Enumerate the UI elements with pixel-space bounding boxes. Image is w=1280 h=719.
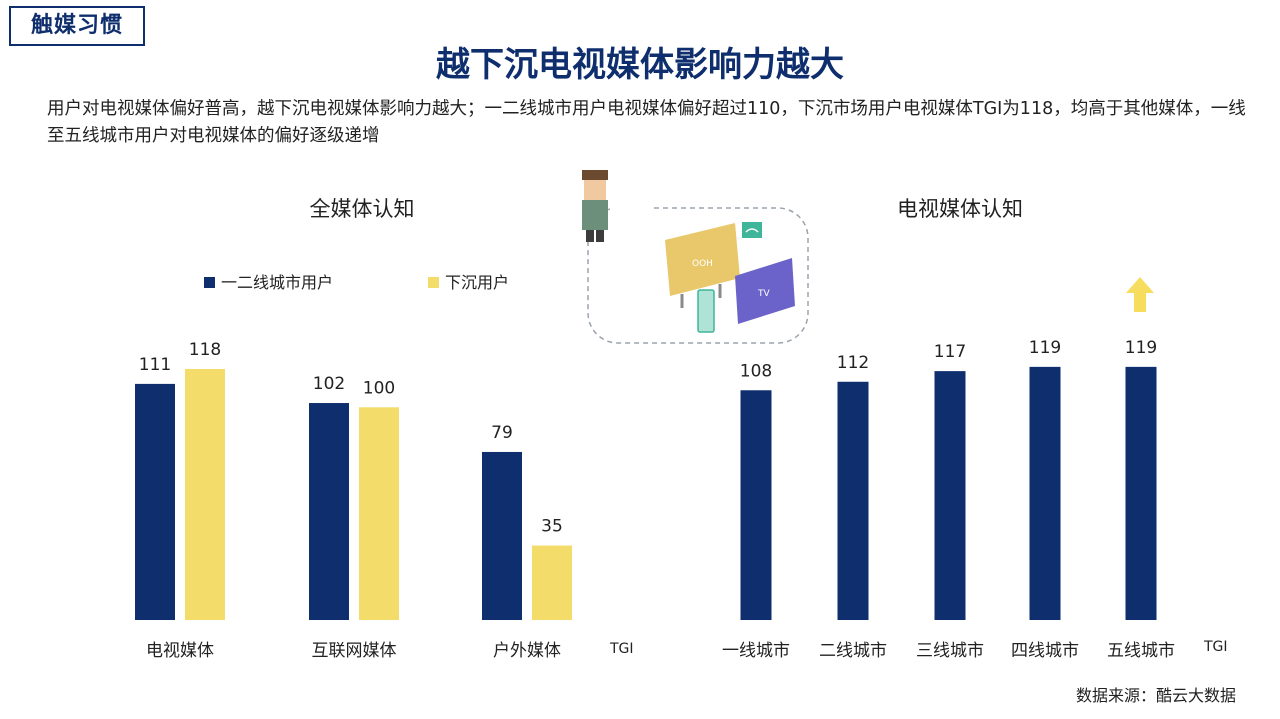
section-tag: 触媒习惯: [9, 6, 145, 46]
legend-swatch-tier12: [204, 277, 215, 288]
category-label: 五线城市: [1107, 641, 1175, 661]
bar: [532, 545, 572, 620]
page-title: 越下沉电视媒体影响力越大: [436, 45, 844, 85]
data-label: 35: [541, 517, 563, 537]
tv-illustration: OOH TV: [570, 168, 820, 350]
dashed-frame: [587, 207, 809, 344]
category-label: 一线城市: [722, 641, 790, 661]
phone-icon: [697, 289, 715, 333]
category-label: 电视媒体: [146, 641, 214, 661]
summary-text: 用户对电视媒体偏好普高，越下沉电视媒体影响力越大；一二线城市用户电视媒体偏好超过…: [47, 99, 1246, 146]
data-label: 100: [363, 378, 395, 398]
data-source: 数据来源：酷云大数据: [1075, 686, 1236, 705]
bar: [482, 451, 522, 620]
bars: 111 118 电视媒体 102 100 互联网媒体 79 35 户外媒体: [135, 340, 572, 661]
ooh-label: OOH: [692, 259, 713, 269]
data-label: 118: [189, 340, 221, 360]
wifi-icon: [742, 222, 762, 238]
ooh-screen-icon: OOH: [665, 223, 740, 308]
bar: [359, 407, 399, 620]
bar: [135, 383, 175, 620]
category-label: 三线城市: [916, 641, 984, 661]
data-label: 108: [740, 361, 772, 381]
data-label: 119: [1029, 338, 1061, 358]
bar: [934, 371, 966, 620]
bar: [1125, 366, 1157, 620]
unit-label: TGI: [1203, 639, 1228, 655]
category-label: 二线城市: [819, 641, 887, 661]
up-arrow-icon: [1126, 277, 1154, 312]
bar: [1029, 366, 1061, 620]
category-label: 户外媒体: [493, 641, 561, 661]
chart-title: 全媒体认知: [310, 197, 415, 221]
data-label: 102: [313, 374, 345, 394]
data-label: 119: [1125, 338, 1157, 358]
person-icon: [582, 170, 608, 242]
unit-label: TGI: [609, 641, 634, 657]
legend-label-sinking: 下沉用户: [445, 273, 509, 292]
tv-screen-icon: TV: [735, 258, 795, 324]
bar: [837, 381, 869, 620]
category-label: 四线城市: [1011, 641, 1079, 661]
bars: 108 一线城市 112 二线城市 117 三线城市 119 四线城市 119 五线城市: [722, 338, 1175, 661]
chart-all-media: 全媒体认知 一二线城市用户 下沉用户 TGI 111 118 电视媒体 102 100 互…: [135, 197, 634, 661]
chart-title: 电视媒体认知: [897, 197, 1023, 221]
bar: [185, 369, 225, 620]
data-label: 117: [934, 342, 966, 362]
category-label: 互联网媒体: [312, 641, 397, 661]
legend-swatch-sinking: [428, 277, 439, 288]
data-label: 79: [491, 423, 513, 443]
legend-label-tier12: 一二线城市用户: [221, 273, 333, 292]
tv-label: TV: [757, 289, 770, 299]
data-label: 111: [139, 355, 171, 375]
bar: [740, 390, 772, 620]
bar: [309, 403, 349, 620]
data-label: 112: [837, 353, 869, 373]
